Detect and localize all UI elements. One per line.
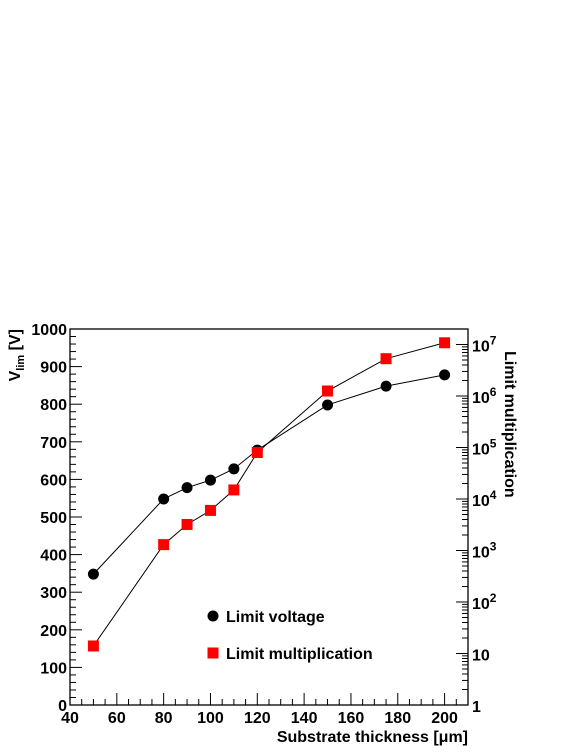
x-tick-label: 80 (155, 710, 173, 727)
y-right-tick-label: 106 (472, 385, 497, 407)
limit-voltage-point (181, 482, 193, 494)
limit-multiplication-point (322, 385, 334, 397)
x-tick-label: 60 (108, 710, 126, 727)
y-left-tick-label: 100 (40, 660, 67, 677)
series-lines (93, 342, 445, 647)
limit-multiplication-point (439, 337, 451, 349)
limit-multiplication-point (158, 539, 170, 551)
limit-voltage-point (380, 380, 392, 392)
x-tick-label: 180 (384, 710, 411, 727)
y-left-tick-label: 900 (40, 360, 67, 377)
limit-voltage-point (439, 369, 451, 381)
series-line-1 (93, 374, 445, 575)
limit-voltage-point (158, 493, 170, 505)
y-left-axis-title: Vlim [V] (7, 329, 27, 381)
limit-multiplication-point (228, 484, 240, 496)
y-left-tick-label: 500 (40, 510, 67, 527)
limit-voltage-point (204, 474, 216, 486)
series-line-2 (93, 342, 445, 647)
x-tick-label: 40 (61, 710, 79, 727)
y-left-tick-label: 400 (40, 548, 67, 565)
legend: Limit voltage Limit multiplication (207, 609, 373, 663)
x-tick-label: 140 (291, 710, 318, 727)
y-left-tick-label: 700 (40, 435, 67, 452)
legend-label: Limit multiplication (226, 646, 373, 663)
y-right-tick-label: 10 (472, 648, 490, 665)
plot-frame (69, 328, 469, 706)
x-axis-title: Substrate thickness [μm] (277, 729, 468, 746)
y-right-tick-label: 107 (472, 334, 497, 356)
limit-multiplication-point (204, 504, 216, 516)
limit-multiplication-point (380, 353, 392, 365)
y-right-tick-label: 1 (472, 699, 481, 716)
limit-voltage-point (87, 568, 99, 580)
limit-multiplication-point (181, 518, 193, 530)
legend-label: Limit voltage (226, 609, 325, 626)
y-left-tick-label: 800 (40, 397, 67, 414)
x-tick-label: 200 (431, 710, 458, 727)
tick-labels: 40 60 80 100 120 140 160 180 200 0 100 200 300 400 500… (31, 322, 496, 727)
y-left-tick-label: 0 (58, 698, 67, 715)
limit-multiplication-point (251, 446, 263, 458)
y-left-tick-label: 1000 (31, 322, 67, 339)
minor-ticks (70, 328, 469, 705)
x-tick-label: 100 (197, 710, 224, 727)
limit-multiplication-point (87, 640, 99, 652)
legend-marker-square (207, 647, 219, 659)
limit-voltage-point (322, 399, 334, 411)
y-left-tick-label: 600 (40, 472, 67, 489)
y-left-tick-label: 300 (40, 585, 67, 602)
y-left-tick-label: 200 (40, 623, 67, 640)
x-tick-label: 120 (244, 710, 271, 727)
limit-voltage-point (228, 463, 240, 475)
y-right-tick-label: 102 (472, 591, 497, 613)
y-right-axis-title: Limit multiplication (501, 351, 518, 498)
y-right-tick-label: 105 (472, 437, 497, 459)
y-right-tick-label: 104 (472, 488, 497, 510)
series-markers (87, 337, 451, 652)
legend-marker-circle (207, 610, 219, 622)
y-right-tick-label: 103 (472, 540, 497, 562)
axis-titles: Substrate thickness [μm] Vlim [V] Limit mu… (7, 329, 518, 746)
x-tick-label: 160 (338, 710, 365, 727)
